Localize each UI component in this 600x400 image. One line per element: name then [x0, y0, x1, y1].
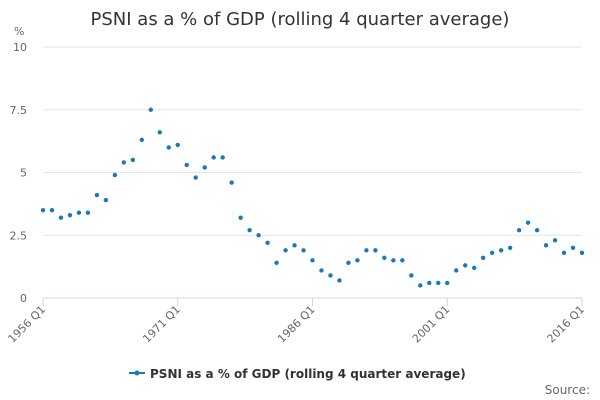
- data-point[interactable]: [400, 258, 405, 263]
- data-point[interactable]: [561, 250, 567, 256]
- y-tick-label: 7.5: [10, 104, 28, 117]
- data-point[interactable]: [418, 283, 423, 288]
- data-point[interactable]: [346, 260, 351, 266]
- source-label: Source:: [545, 383, 590, 397]
- data-point[interactable]: [121, 160, 127, 165]
- data-point[interactable]: [220, 155, 225, 160]
- data-point[interactable]: [283, 248, 288, 253]
- x-tick-label: 1956 Q1: [6, 303, 49, 346]
- data-point[interactable]: [570, 245, 576, 250]
- data-point[interactable]: [552, 238, 558, 243]
- data-point[interactable]: [148, 107, 153, 112]
- data-point[interactable]: [454, 268, 459, 273]
- y-tick-label: 5: [20, 167, 27, 180]
- y-axis-ticks: 0 2.5 5 7.5 10: [10, 41, 28, 305]
- data-point[interactable]: [193, 175, 198, 180]
- data-point[interactable]: [229, 180, 234, 185]
- data-point[interactable]: [40, 207, 46, 213]
- x-tick-label: 2016 Q1: [545, 303, 588, 346]
- y-tick-label: 0: [20, 292, 27, 305]
- data-point[interactable]: [157, 130, 162, 135]
- data-point[interactable]: [112, 172, 118, 178]
- data-point[interactable]: [49, 207, 55, 213]
- data-point[interactable]: [409, 273, 414, 278]
- y-axis-unit: %: [14, 25, 24, 38]
- data-point[interactable]: [139, 137, 145, 143]
- y-tick-label: 10: [13, 41, 27, 54]
- data-point[interactable]: [211, 155, 216, 160]
- data-point[interactable]: [94, 192, 100, 198]
- data-point[interactable]: [319, 268, 324, 273]
- x-axis-ticks: 1956 Q1 1971 Q1 1986 Q1 2001 Q1 2016 Q1: [6, 298, 588, 346]
- legend-marker-symbol: [134, 370, 140, 376]
- legend-label[interactable]: PSNI as a % of GDP (rolling 4 quarter av…: [150, 367, 466, 381]
- data-point[interactable]: [310, 258, 315, 263]
- data-point[interactable]: [516, 228, 522, 233]
- data-point[interactable]: [184, 162, 189, 168]
- data-point[interactable]: [328, 273, 333, 278]
- y-tick-label: 2.5: [10, 229, 28, 242]
- chart-title: PSNI as a % of GDP (rolling 4 quarter av…: [91, 9, 510, 30]
- data-point[interactable]: [480, 255, 486, 261]
- data-point[interactable]: [265, 240, 270, 245]
- data-point[interactable]: [364, 248, 369, 253]
- data-point[interactable]: [525, 220, 531, 225]
- data-point[interactable]: [166, 145, 171, 150]
- data-point[interactable]: [382, 255, 387, 261]
- x-tick-label: 1986 Q1: [275, 303, 318, 346]
- legend[interactable]: PSNI as a % of GDP (rolling 4 quarter av…: [129, 367, 466, 381]
- data-point[interactable]: [579, 250, 585, 256]
- data-point[interactable]: [247, 228, 252, 233]
- data-point[interactable]: [463, 263, 468, 268]
- data-point[interactable]: [238, 215, 243, 220]
- data-point[interactable]: [130, 157, 136, 163]
- data-point[interactable]: [507, 245, 513, 250]
- data-point[interactable]: [355, 258, 360, 263]
- data-point[interactable]: [543, 243, 549, 248]
- data-point[interactable]: [292, 243, 297, 248]
- data-point[interactable]: [337, 278, 342, 283]
- data-point[interactable]: [202, 165, 207, 170]
- data-point[interactable]: [391, 258, 396, 263]
- gridlines: [43, 46, 582, 236]
- data-point[interactable]: [301, 248, 306, 253]
- data-points: [40, 107, 585, 288]
- data-point[interactable]: [256, 233, 261, 238]
- data-point[interactable]: [489, 250, 495, 256]
- data-point[interactable]: [436, 280, 441, 286]
- data-point[interactable]: [498, 248, 504, 253]
- data-point[interactable]: [67, 212, 73, 218]
- data-point[interactable]: [445, 280, 450, 286]
- data-point[interactable]: [58, 215, 64, 220]
- data-point[interactable]: [534, 228, 540, 233]
- data-point[interactable]: [103, 197, 109, 203]
- data-point[interactable]: [85, 210, 91, 215]
- data-point[interactable]: [175, 142, 180, 148]
- data-point[interactable]: [427, 280, 432, 286]
- data-point[interactable]: [76, 210, 82, 215]
- data-point[interactable]: [373, 248, 378, 253]
- data-point[interactable]: [472, 265, 477, 271]
- data-point[interactable]: [274, 260, 279, 266]
- x-tick-label: 1971 Q1: [140, 303, 183, 346]
- x-tick-label: 2001 Q1: [410, 303, 453, 346]
